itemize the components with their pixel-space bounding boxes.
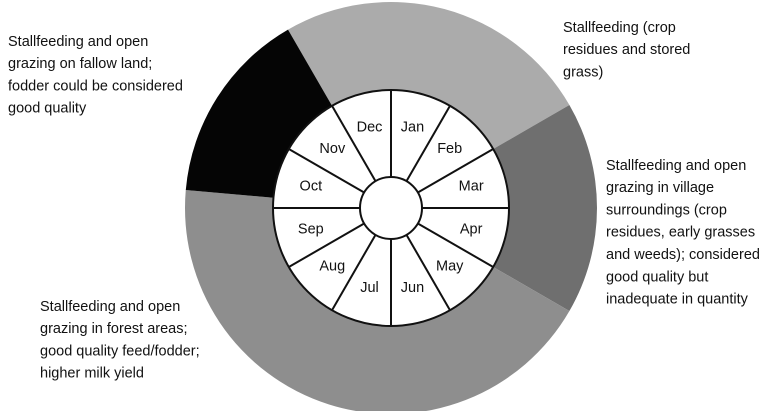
month-label: Dec xyxy=(357,120,383,136)
month-label: Jun xyxy=(401,280,424,296)
season-description: residues, early grasses xyxy=(606,225,755,241)
season-description: higher milk yield xyxy=(40,366,144,382)
month-label: Mar xyxy=(459,178,484,194)
season-segment xyxy=(185,190,570,411)
month-label: Apr xyxy=(460,221,483,237)
month-divider xyxy=(405,234,451,311)
month-label: Sep xyxy=(298,221,324,237)
season-segment xyxy=(185,29,332,198)
month-divider xyxy=(331,105,377,182)
season-description: inadequate in quantity xyxy=(606,292,749,308)
month-label: Nov xyxy=(319,141,346,157)
season-description: grazing in village xyxy=(606,180,714,196)
season-description: grazing in forest areas; xyxy=(40,321,188,337)
season-description: good quality xyxy=(8,101,87,117)
season-description: Stallfeeding and open xyxy=(606,158,746,174)
month-divider xyxy=(417,148,494,194)
season-description: grass) xyxy=(563,64,603,80)
season-segment xyxy=(288,2,570,149)
season-description: Stallfeeding (crop xyxy=(563,20,676,36)
season-description: grazing on fallow land; xyxy=(8,56,152,72)
season-segment xyxy=(493,105,597,311)
month-divider xyxy=(288,148,365,194)
month-divider xyxy=(405,105,451,182)
season-description: surroundings (crop xyxy=(606,202,727,218)
season-description: and weeds); considered xyxy=(606,247,760,263)
month-divider xyxy=(331,234,377,311)
month-label: Aug xyxy=(319,259,345,275)
season-description: fodder could be considered xyxy=(8,78,183,94)
season-description: Stallfeeding and open xyxy=(40,299,180,315)
season-description: residues and stored xyxy=(563,42,690,58)
month-label: Oct xyxy=(300,178,323,194)
month-divider xyxy=(417,222,494,268)
season-description: good quality feed/fodder; xyxy=(40,343,200,359)
month-divider xyxy=(288,222,365,268)
season-description: Stallfeeding and open xyxy=(8,34,148,50)
month-label: Jan xyxy=(401,120,424,136)
month-label: Feb xyxy=(437,141,462,157)
month-label: Jul xyxy=(360,280,379,296)
month-label: May xyxy=(436,259,464,275)
season-description: good quality but xyxy=(606,269,708,285)
center-circle xyxy=(359,176,423,240)
